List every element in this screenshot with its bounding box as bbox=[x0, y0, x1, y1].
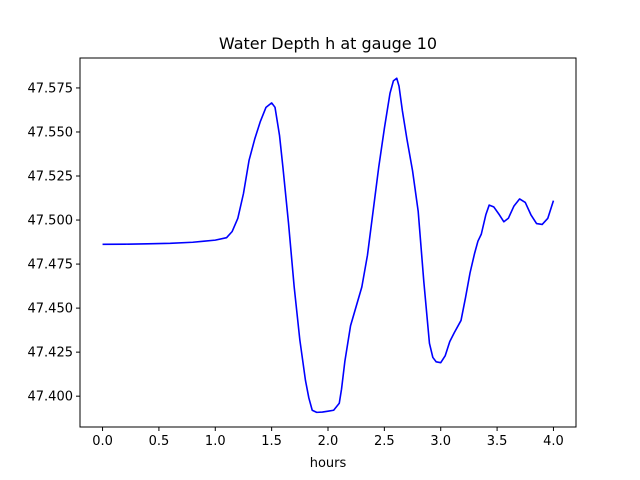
x-tick-label: 2.0 bbox=[318, 434, 339, 449]
x-axis: 0.0 0.5 1.0 1.5 2.0 2.5 3.0 3.5 4.0 bbox=[92, 427, 564, 449]
x-tick-label: 0.5 bbox=[149, 434, 170, 449]
x-tick-label: 1.5 bbox=[261, 434, 282, 449]
y-tick-label: 47.475 bbox=[28, 258, 74, 273]
x-axis-label: hours bbox=[310, 456, 347, 471]
series-line bbox=[102, 77, 555, 414]
chart-title: Water Depth h at gauge 10 bbox=[219, 34, 437, 53]
plot-area bbox=[102, 77, 555, 414]
x-tick-label: 1.0 bbox=[205, 434, 226, 449]
y-axis: 47.400 47.425 47.450 47.475 47.500 47.525 47.5… bbox=[28, 81, 80, 405]
y-tick-label: 47.450 bbox=[28, 302, 74, 317]
x-tick-label: 4.0 bbox=[543, 434, 564, 449]
y-tick-label: 47.550 bbox=[28, 125, 74, 140]
x-tick-label: 3.5 bbox=[487, 434, 508, 449]
y-tick-label: 47.525 bbox=[28, 170, 74, 185]
y-tick-label: 47.500 bbox=[28, 214, 74, 229]
y-tick-label: 47.425 bbox=[28, 346, 74, 361]
y-tick-label: 47.400 bbox=[28, 390, 74, 405]
x-tick-label: 0.0 bbox=[92, 434, 113, 449]
plot-frame bbox=[79, 57, 577, 428]
y-tick-label: 47.575 bbox=[28, 81, 74, 96]
x-tick-label: 2.5 bbox=[374, 434, 395, 449]
x-tick-label: 3.0 bbox=[430, 434, 451, 449]
